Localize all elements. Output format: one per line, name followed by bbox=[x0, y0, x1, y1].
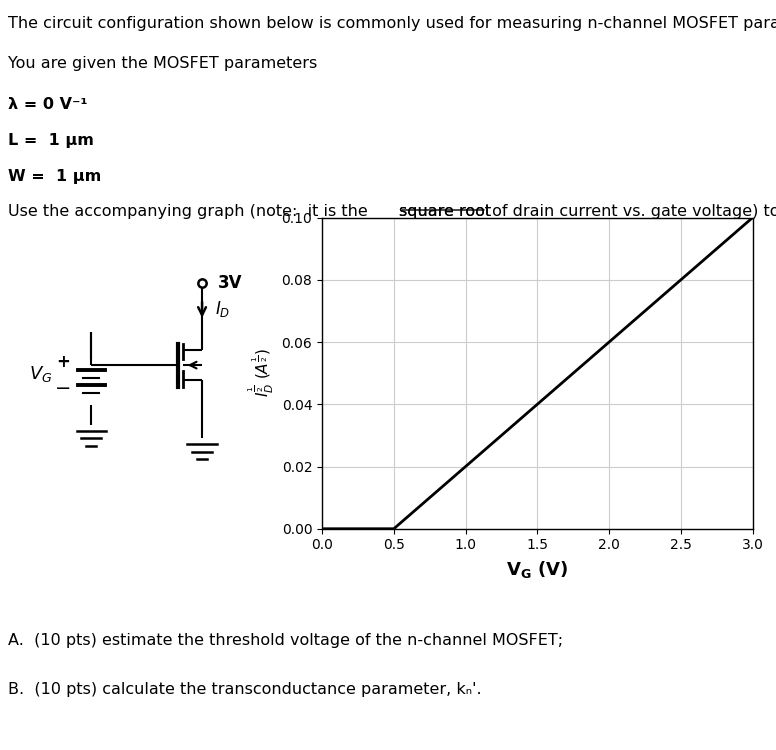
Text: B.  (10 pts) calculate the transconductance parameter, kₙ'.: B. (10 pts) calculate the transconductan… bbox=[8, 682, 481, 697]
X-axis label: $\mathbf{V_G}$ $\mathbf{(V)}$: $\mathbf{V_G}$ $\mathbf{(V)}$ bbox=[506, 560, 569, 580]
Text: W =  1 μm: W = 1 μm bbox=[8, 170, 101, 184]
Text: $I_D$: $I_D$ bbox=[215, 299, 230, 319]
Text: +: + bbox=[57, 352, 71, 370]
Text: square root: square root bbox=[400, 204, 491, 219]
Text: L =  1 μm: L = 1 μm bbox=[8, 133, 94, 148]
Text: You are given the MOSFET parameters: You are given the MOSFET parameters bbox=[8, 56, 317, 71]
Text: $V_G$: $V_G$ bbox=[29, 364, 53, 384]
Text: of drain current vs. gate voltage) to: of drain current vs. gate voltage) to bbox=[487, 204, 776, 219]
Text: The circuit configuration shown below is commonly used for measuring n-channel M: The circuit configuration shown below is… bbox=[8, 16, 776, 31]
Text: 3V: 3V bbox=[218, 274, 243, 292]
Text: square root: square root bbox=[400, 204, 491, 219]
Text: Use the accompanying graph (note:  it is the: Use the accompanying graph (note: it is … bbox=[8, 204, 372, 219]
Text: A.  (10 pts) estimate the threshold voltage of the n-channel MOSFET;: A. (10 pts) estimate the threshold volta… bbox=[8, 633, 563, 648]
Text: λ = 0 V⁻¹: λ = 0 V⁻¹ bbox=[8, 97, 87, 112]
Text: −: − bbox=[55, 379, 71, 398]
Y-axis label: $I_D^{\frac{1}{2}}$ $(A^{\frac{1}{2}})$: $I_D^{\frac{1}{2}}$ $(A^{\frac{1}{2}})$ bbox=[247, 349, 276, 398]
